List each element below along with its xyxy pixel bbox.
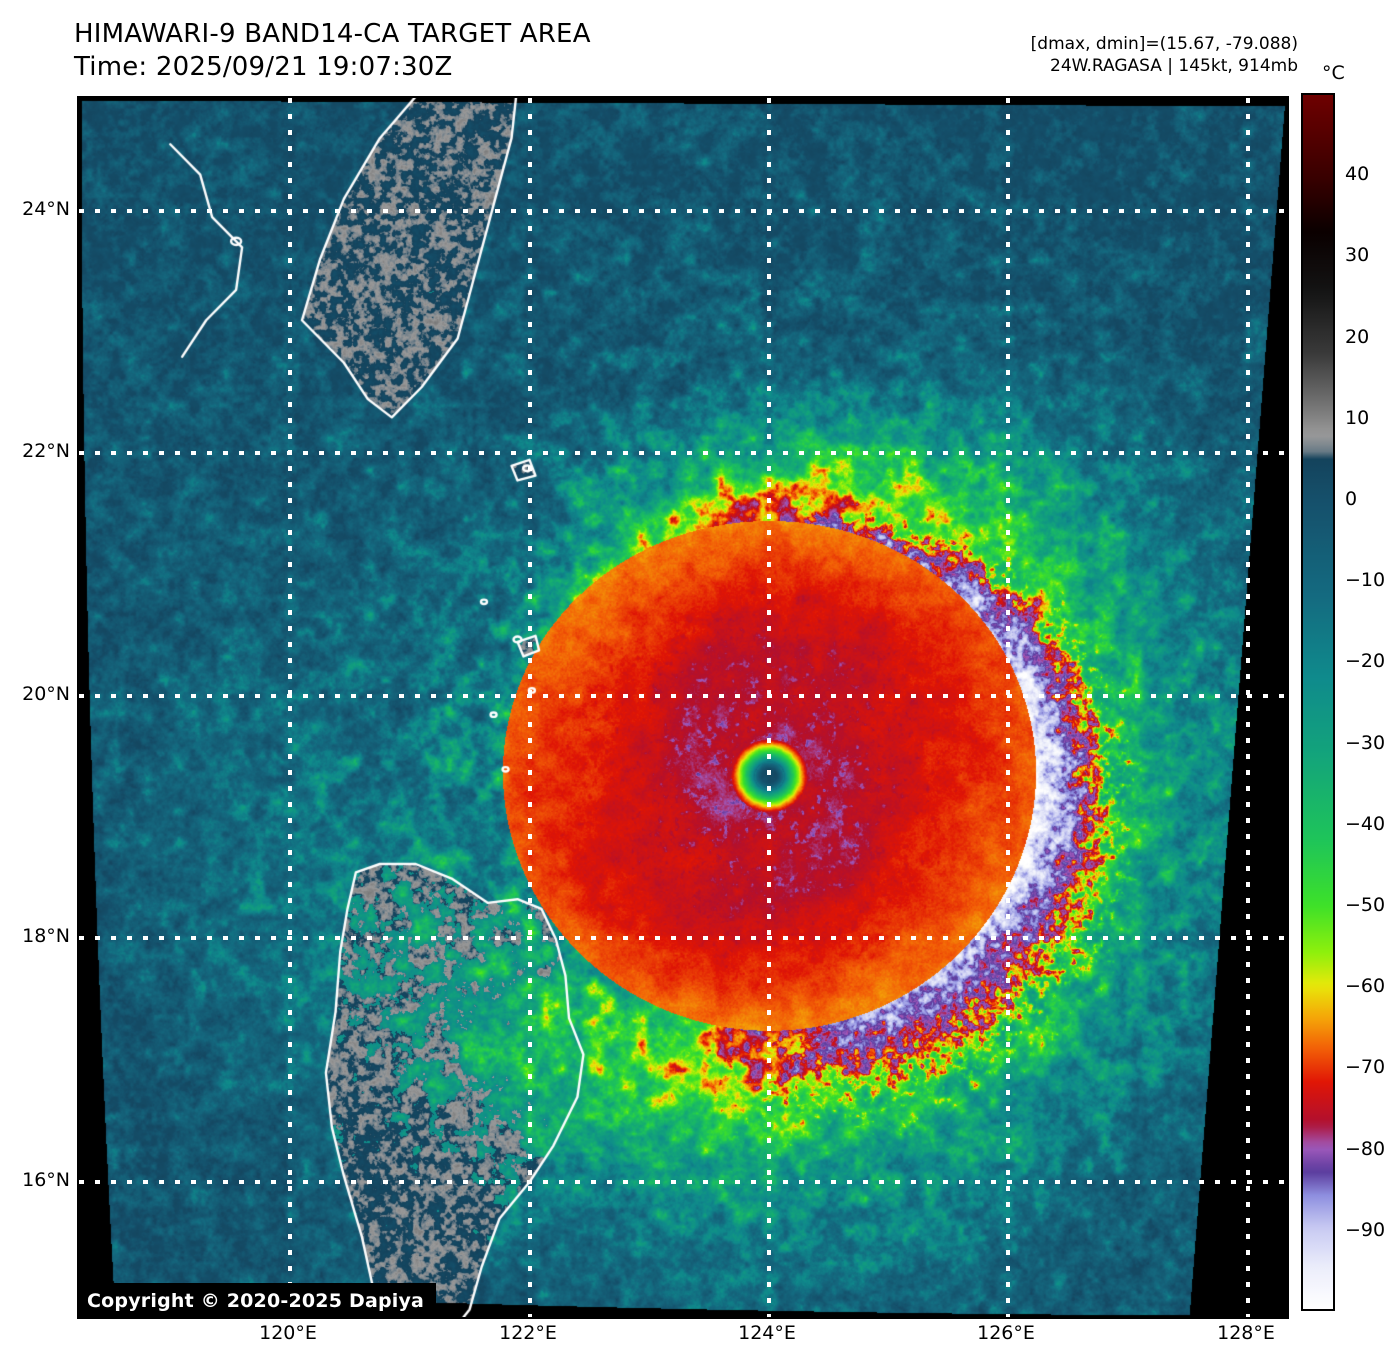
- colorbar-tick-minus40: −40: [1345, 812, 1386, 835]
- colorbar-unit-label: °C: [1322, 62, 1345, 84]
- colorbar-tick-minus60: −60: [1345, 975, 1386, 998]
- lat-tick-20: 20°N: [22, 683, 70, 705]
- lat-tick-22: 22°N: [22, 440, 70, 462]
- satellite-product-title: HIMAWARI-9 BAND14-CA TARGET AREA: [74, 19, 591, 49]
- colorbar-tick-0: 0: [1345, 488, 1358, 510]
- colorbar-tick-minus30: −30: [1345, 731, 1386, 754]
- observation-time: Time: 2025/09/21 19:07:30Z: [74, 52, 453, 83]
- colorbar-tick-40: 40: [1345, 163, 1370, 186]
- lon-tick-128: 128°E: [1217, 1322, 1275, 1344]
- colorbar-tick-minus50: −50: [1345, 894, 1386, 916]
- colorbar-tick-minus10: −10: [1345, 569, 1386, 592]
- colorbar-tick-minus80: −80: [1345, 1137, 1386, 1160]
- colorbar-tick-minus90: −90: [1345, 1218, 1386, 1241]
- copyright-banner: Copyright © 2020-2025 Dapiya: [79, 1283, 437, 1317]
- colorbar-gradient: [1303, 95, 1333, 1309]
- lat-tick-18: 18°N: [22, 925, 70, 947]
- colorbar-tick-30: 30: [1345, 244, 1370, 267]
- latlon-graticule: [79, 98, 1287, 1317]
- colorbar-tick-20: 20: [1345, 325, 1370, 348]
- copyright-text: Copyright © 2020-2025 Dapiya: [87, 1290, 425, 1312]
- lon-tick-120: 120°E: [259, 1322, 317, 1344]
- temperature-colorbar: [1301, 93, 1335, 1311]
- infrared-satellite-imagery: [79, 98, 1287, 1317]
- colorbar-tick-minus70: −70: [1345, 1056, 1386, 1079]
- satellite-image-panel[interactable]: Copyright © 2020-2025 Dapiya: [77, 96, 1289, 1319]
- lon-tick-122: 122°E: [499, 1322, 557, 1344]
- storm-intensity-readout: 24W.RAGASA | 145kt, 914mb: [1050, 56, 1298, 77]
- page-title: HIMAWARI-9 BAND14-CA TARGET AREA Time: 2…: [74, 18, 591, 85]
- lat-tick-24: 24°N: [22, 198, 70, 220]
- colorbar-tick-minus20: −20: [1345, 650, 1386, 673]
- lon-tick-124: 124°E: [738, 1322, 796, 1344]
- lat-tick-16: 16°N: [22, 1169, 70, 1191]
- colorbar-tick-10: 10: [1345, 406, 1370, 429]
- dmax-dmin-readout: [dmax, dmin]=(15.67, -79.088): [1030, 34, 1298, 54]
- lon-tick-126: 126°E: [977, 1322, 1035, 1344]
- metadata-block: [dmax, dmin]=(15.67, -79.088) 24W.RAGASA…: [1031, 33, 1298, 78]
